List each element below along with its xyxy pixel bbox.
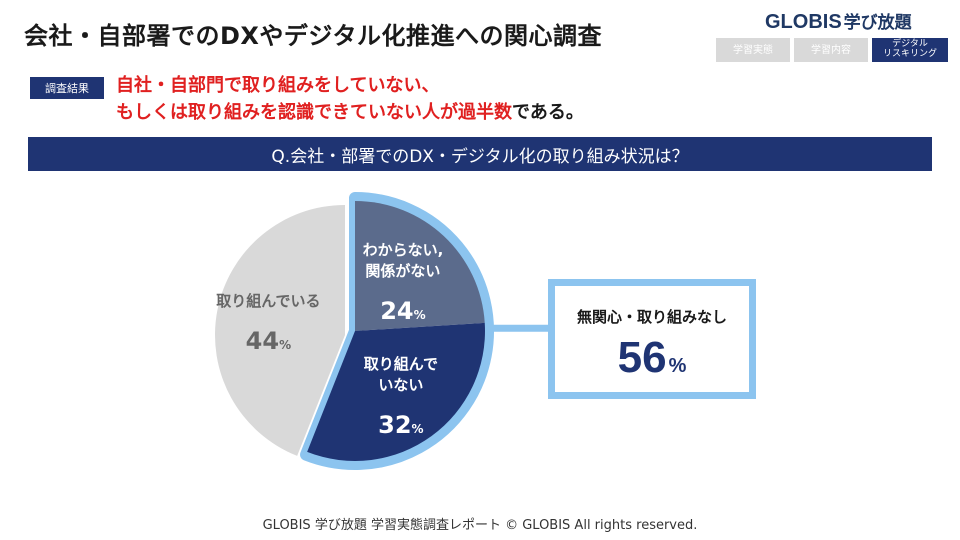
- tab-learning-content[interactable]: 学習内容: [794, 38, 868, 62]
- highlight-outline: [300, 192, 494, 470]
- page-title: 会社・自部署でのDXやデジタル化推進への関心調査: [24, 22, 602, 50]
- result-line-2: もしくは取り組みを認識できていない人が過半数である。: [116, 99, 584, 126]
- pie-slice-dont-know: [355, 201, 485, 331]
- result-line-1: 自社・自部門で取り組みをしていない、: [116, 75, 440, 96]
- pie-value-unit-0: %: [414, 308, 426, 322]
- callout-box: 無関心・取り組みなし 56%: [548, 279, 756, 399]
- question-bar: Q.会社・部署でのDX・デジタル化の取り組み状況は？: [28, 137, 932, 171]
- result-line-2-highlight: もしくは取り組みを認識できていない人が過半数: [116, 102, 512, 123]
- footer-copyright: GLOBIS 学び放題 学習実態調査レポート © GLOBIS All righ…: [262, 518, 698, 533]
- result-line-2-rest: である。: [512, 102, 584, 123]
- callout-label: 無関心・取り組みなし: [576, 308, 727, 326]
- pie-slice-not-working: [307, 322, 485, 461]
- tab-digital-reskilling[interactable]: デジタル リスキリング: [872, 38, 948, 62]
- pie-slice-working: [215, 205, 345, 456]
- pie-label-line-2-0: 取り組んでいる: [216, 292, 320, 310]
- pie-label-line-1-0: 取り組んで: [364, 355, 438, 373]
- tab-learning-status[interactable]: 学習実態: [716, 38, 790, 62]
- pie-label-dont-know: わからない, 関係がない: [363, 241, 444, 280]
- callout-value: 56: [617, 333, 667, 382]
- pie-value-number-0: 24: [380, 297, 413, 325]
- pie-label-line-1-1: いない: [378, 376, 423, 394]
- result-text: 自社・自部門で取り組みをしていない、 もしくは取り組みを認識できていない人が過半…: [116, 72, 584, 126]
- pie-value-working: 44%: [246, 327, 291, 355]
- brand-sub: 学び放題: [843, 13, 912, 32]
- callout-value-row: 56%: [555, 333, 749, 383]
- brand-name: GLOBIS: [765, 11, 842, 33]
- pie-value-number-2: 44: [246, 327, 279, 355]
- pie-value-dont-know: 24%: [380, 297, 425, 325]
- pie-value-unit-1: %: [412, 422, 424, 436]
- pie-value-unit-2: %: [279, 338, 291, 352]
- brand-logo: GLOBIS 学び放題: [765, 8, 912, 34]
- pie-label-not-working: 取り組んでいない: [364, 355, 438, 394]
- pie-label-line-0-1: 関係がない: [365, 262, 440, 280]
- pie-value-number-1: 32: [378, 411, 411, 439]
- pie-label-working: 取り組んでいる: [216, 292, 320, 310]
- callout-unit: %: [668, 355, 687, 377]
- result-badge: 調査結果: [30, 77, 104, 99]
- pie-label-line-0-0: わからない,: [363, 241, 444, 259]
- section-tabs: 学習実態 学習内容 デジタル リスキリング: [716, 38, 948, 62]
- pie-value-not-working: 32%: [378, 411, 423, 439]
